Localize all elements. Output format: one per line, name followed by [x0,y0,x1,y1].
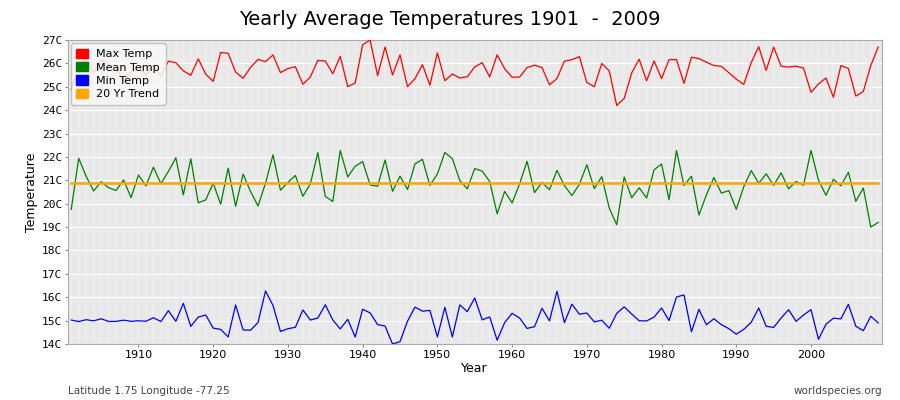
Text: Yearly Average Temperatures 1901  -  2009: Yearly Average Temperatures 1901 - 2009 [239,10,661,29]
X-axis label: Year: Year [462,362,488,375]
Text: worldspecies.org: worldspecies.org [794,386,882,396]
Y-axis label: Temperature: Temperature [24,152,38,232]
Text: Latitude 1.75 Longitude -77.25: Latitude 1.75 Longitude -77.25 [68,386,230,396]
Legend: Max Temp, Mean Temp, Min Temp, 20 Yr Trend: Max Temp, Mean Temp, Min Temp, 20 Yr Tre… [71,43,166,104]
